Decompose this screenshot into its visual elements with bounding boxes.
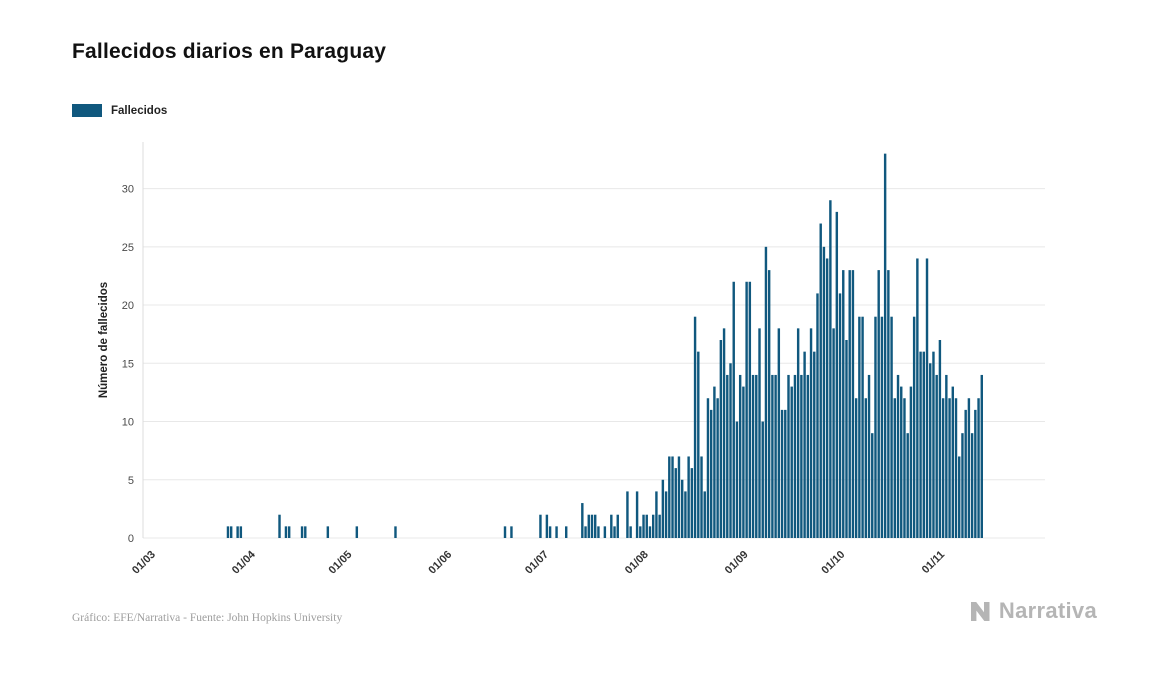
narrativa-logo: Narrativa bbox=[969, 598, 1097, 624]
svg-text:15: 15 bbox=[122, 358, 134, 370]
source-credit: Gráfico: EFE/Narrativa - Fuente: John Ho… bbox=[72, 612, 343, 624]
narrativa-wordmark: Narrativa bbox=[998, 598, 1097, 623]
svg-text:01/09: 01/09 bbox=[723, 549, 751, 577]
legend: Fallecidos bbox=[72, 104, 167, 117]
bar-chart: 0 5 10 15 20 25 30 Número de fallecidos 01/03 01/… bbox=[98, 142, 1045, 577]
narrativa-n-icon bbox=[970, 602, 990, 621]
svg-text:30: 30 bbox=[122, 184, 134, 196]
svg-text:01/04: 01/04 bbox=[230, 548, 259, 577]
svg-text:25: 25 bbox=[122, 242, 134, 254]
svg-text:20: 20 bbox=[122, 300, 134, 312]
legend-swatch bbox=[72, 104, 102, 117]
chart-title: Fallecidos diarios en Paraguay bbox=[72, 40, 387, 63]
svg-text:01/03: 01/03 bbox=[130, 549, 158, 577]
svg-text:01/07: 01/07 bbox=[523, 549, 551, 577]
svg-text:10: 10 bbox=[122, 417, 134, 429]
svg-text:01/11: 01/11 bbox=[920, 549, 948, 577]
svg-text:01/05: 01/05 bbox=[327, 549, 355, 577]
svg-text:0: 0 bbox=[128, 533, 134, 545]
svg-text:01/06: 01/06 bbox=[426, 549, 454, 577]
svg-text:5: 5 bbox=[128, 475, 134, 487]
legend-label: Fallecidos bbox=[111, 104, 168, 117]
svg-text:Número de fallecidos: Número de fallecidos bbox=[98, 282, 110, 398]
svg-text:01/08: 01/08 bbox=[623, 549, 651, 577]
svg-text:01/10: 01/10 bbox=[819, 549, 847, 577]
